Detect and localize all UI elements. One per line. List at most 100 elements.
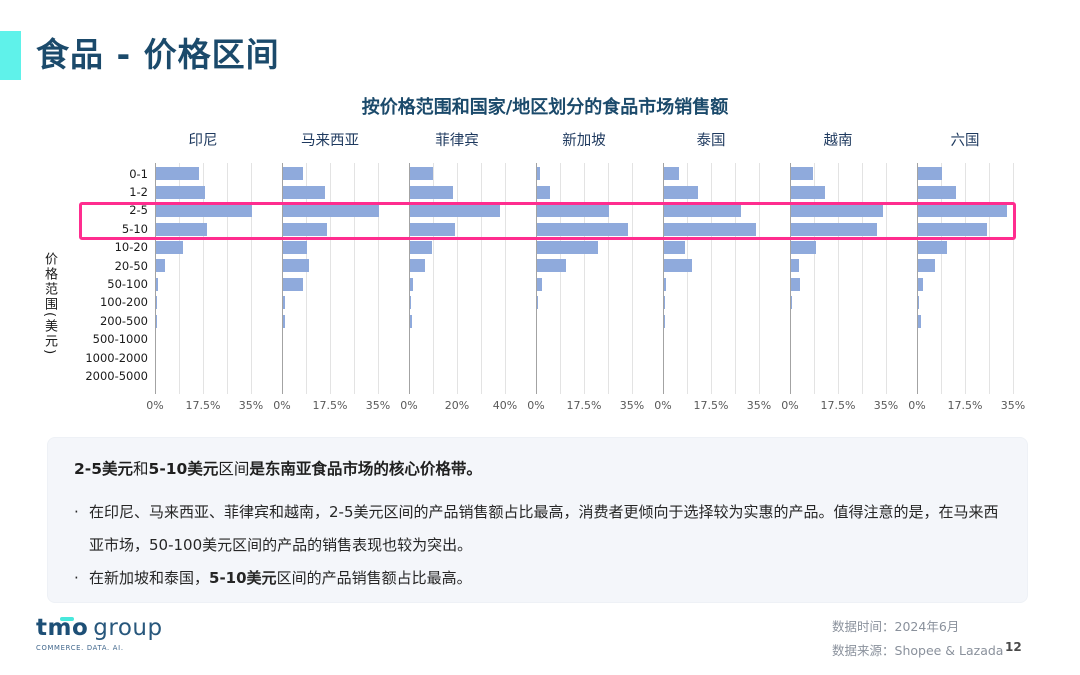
bar [918,204,1008,218]
bar [410,167,433,181]
insight-box: 2-5美元和5-10美元区间是东南亚食品市场的核心价格带。 · 在印尼、马来西亚、… [47,437,1028,603]
bar [918,167,943,181]
bar [410,277,413,291]
bullet-marker: · [74,569,79,587]
y-axis-line [282,163,283,394]
gridline [632,163,633,394]
page-title: 食品 - 价格区间 [36,35,280,74]
x-tick: 0% [654,399,672,412]
gridline [378,163,379,394]
bar [156,167,200,181]
chart-title: 按价格范围和国家/地区划分的食品市场销售额 [361,97,729,118]
logo-o-bar-icon [60,617,74,621]
bar [791,296,793,310]
category-label: 100-200 [99,295,148,310]
bar [664,222,756,236]
bar [537,204,609,218]
bar [410,314,412,328]
bar [664,259,692,273]
x-tick: 35% [873,399,899,412]
x-tick: 0% [273,399,291,412]
gridline [306,163,307,394]
category-label: 200-500 [99,313,148,328]
bar [918,277,923,291]
gridline [227,163,228,394]
gridline [759,163,760,394]
bar [283,185,325,199]
logo-wordmark: tmo group [36,615,163,641]
bar [664,296,666,310]
x-tick: 0% [400,399,418,412]
bar [283,167,303,181]
gridline [886,163,887,394]
category-label: 2000-5000 [85,368,148,383]
gridline [941,163,942,394]
bar [537,296,539,310]
category-label: 1000-2000 [85,350,148,365]
x-tick: 35% [619,399,645,412]
data-time: 数据时间：2024年6月 [832,616,959,635]
gridline [838,163,839,394]
gridline [814,163,815,394]
y-axis-title: 价格范围(美元) [42,252,57,357]
text-segment: 2-5美元 [74,460,134,478]
gridline [179,163,180,394]
bar [156,185,206,199]
data-source: 数据来源：Shopee & Lazada [832,640,1003,659]
bar [283,296,286,310]
x-tick: 20% [444,399,470,412]
gridline [584,163,585,394]
bar [283,222,327,236]
y-axis-line [155,163,156,394]
bar [283,277,304,291]
x-tick: 35% [238,399,264,412]
bar [537,185,550,199]
data-time-value: 2024年6月 [894,619,960,634]
x-tick: 17.5% [693,399,729,412]
bar [537,259,566,273]
bar [918,314,922,328]
text-segment: 在新加坡和泰国， [89,569,210,587]
highlight-box [79,202,1016,240]
text-segment: 是东南亚食品市场的核心价格带。 [249,460,482,478]
gridline [560,163,561,394]
x-tick: 40% [492,399,518,412]
category-label: 500-1000 [92,332,148,347]
gridline [481,163,482,394]
data-source-value: Shopee & Lazada [894,643,1004,658]
bar [156,204,252,218]
bar [156,296,158,310]
gridline [203,163,204,394]
category-label: 2-5 [129,203,148,218]
bar [410,204,500,218]
category-label: 5-10 [121,221,148,236]
bar [156,314,158,328]
bar [410,222,456,236]
bar [410,259,426,273]
bar [791,241,817,254]
bar [664,277,667,291]
data-source-label: 数据来源： [832,643,895,658]
footer-logo: tmo group COMMERCE. DATA. AI. [36,615,163,652]
y-axis-line [663,163,664,394]
bar [156,259,166,273]
gridline [330,163,331,394]
text-segment: 区间 [218,460,250,478]
gridline [735,163,736,394]
bar-chart: 价格范围(美元) 印尼 0% 17.5% 35% 马来西亚 0% 17.5% 35% 菲律宾 0%… [42,133,1026,412]
page-number: 12 [1005,640,1022,654]
insight-bullet: · 在印尼、马来西亚、菲律宾和越南，2-5美元区间的产品销售额占比最高，消费者更倾… [74,496,1001,562]
country-label: 菲律宾 [435,133,479,149]
logo-suffix: group [93,615,163,641]
y-axis-line [536,163,537,394]
bar [791,167,814,181]
bar [664,167,680,181]
category-label: 10-20 [114,240,148,255]
x-tick: 35% [1000,399,1026,412]
gridline [251,163,252,394]
bar [283,204,379,218]
gridline [1013,163,1014,394]
country-label: 越南 [823,133,853,149]
category-label: 1-2 [129,184,148,199]
